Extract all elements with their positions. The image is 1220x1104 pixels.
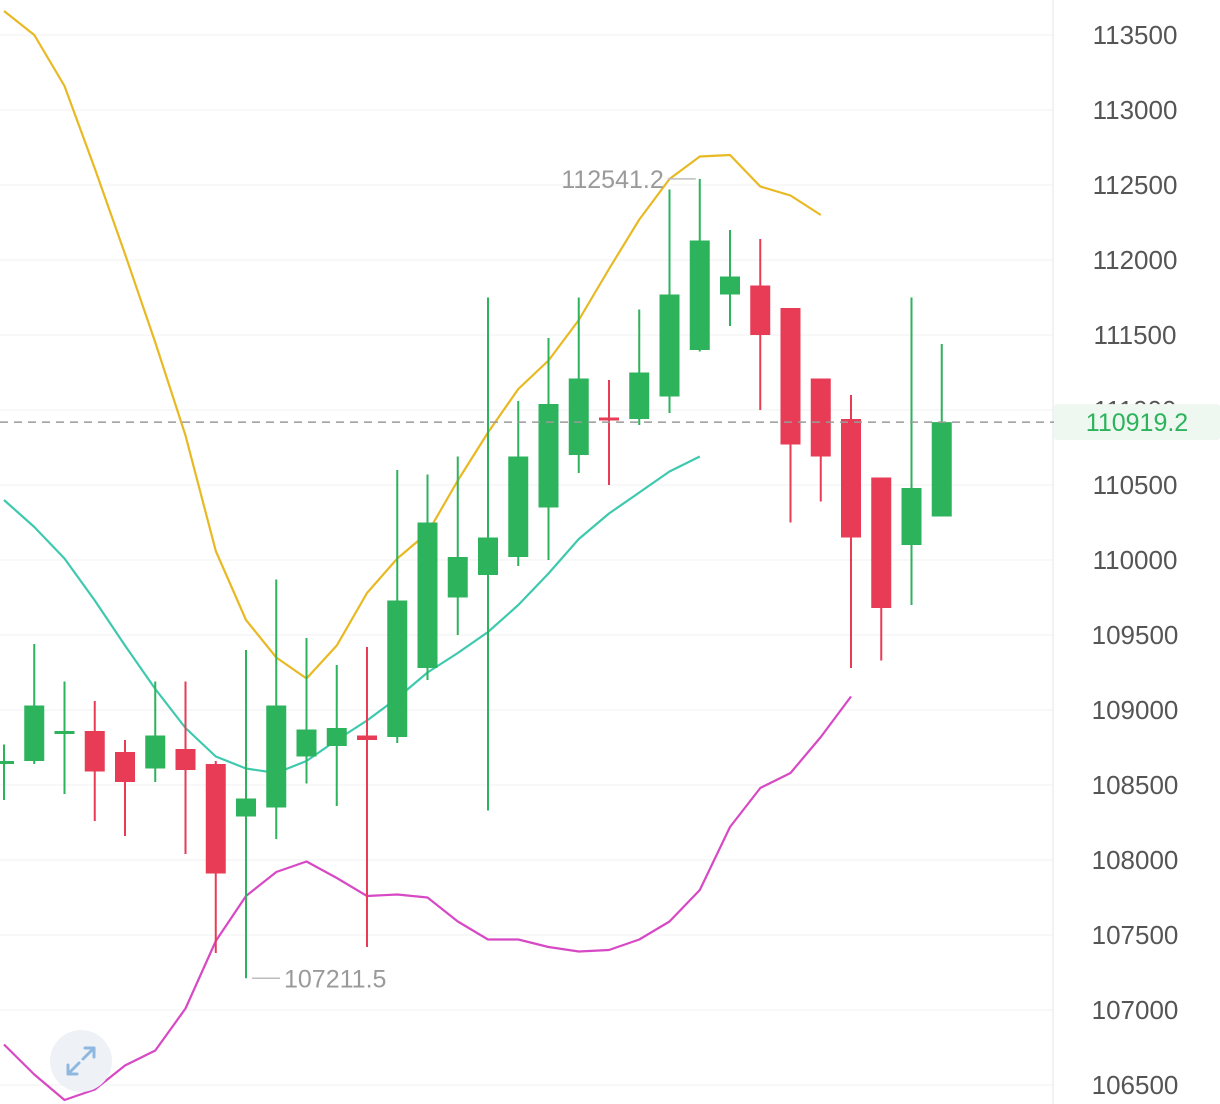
candle [387,470,408,743]
indicator-line [3,10,822,680]
candle [54,681,75,794]
candle-body [266,705,287,808]
candle-body [296,729,317,757]
candle-body [236,798,256,817]
candle [236,650,256,979]
candle [175,681,196,854]
candle [357,647,377,947]
candle [841,395,861,668]
candle [720,230,740,326]
y-tick-label: 110000 [1093,545,1178,575]
candle [145,681,166,782]
candle-body [750,285,771,335]
candle-body [175,749,196,770]
y-tick-label: 112000 [1093,245,1178,275]
min-price-label: 107211.5 [284,965,386,993]
candles [0,178,952,979]
candle-body [901,488,922,545]
candle-body [508,456,529,557]
bollinger-bands [3,10,852,1102]
candle-body [810,378,831,457]
candle [810,378,831,502]
candle-body [780,308,801,445]
candle-body [689,240,710,350]
y-tick-label: 112500 [1093,170,1178,200]
min-price-marker: 107211.5 [252,965,386,993]
candle-body [84,731,105,772]
current-price-label: 110919.2 [1086,409,1188,437]
candle-body [387,600,408,737]
y-tick-label: 106500 [1092,1070,1179,1100]
candle [599,380,619,485]
candle-body [841,419,861,538]
candle-body [357,735,377,740]
candle [629,309,650,425]
indicator-line [3,455,701,775]
max-price-marker: 112541.2 [561,166,696,194]
candle [659,189,680,413]
candle [508,401,529,566]
candle [780,308,801,523]
current-price-tag: 110919.2 [1054,404,1220,441]
y-tick-label: 111500 [1094,320,1177,350]
candle [931,344,952,517]
candle [0,744,14,800]
candle [478,297,498,811]
y-tick-label: 109500 [1092,620,1179,650]
candle-body [871,477,892,608]
y-tick-label: 107500 [1092,920,1179,950]
candle-body [54,731,75,734]
y-tick-label: 113500 [1093,20,1178,50]
candle [417,474,438,680]
y-tick-label: 107000 [1092,995,1179,1025]
candle-body [447,557,468,598]
candle-body [629,372,650,419]
candle-body [145,735,166,769]
candle-body [326,728,347,746]
y-tick-label: 110500 [1093,470,1178,500]
y-tick-label: 109000 [1092,695,1179,725]
y-tick-label: 108000 [1092,845,1179,875]
candle-body [931,422,952,517]
grid-lines [0,34,1053,1086]
candle [538,338,559,560]
candle [115,740,135,836]
expand-chart-button[interactable] [50,1030,112,1092]
candle-body [599,417,619,421]
candle [568,297,589,473]
candle-body [115,752,135,782]
candle [901,297,922,605]
expand-arrows-icon [66,1046,96,1076]
candle [871,477,892,661]
candle-body [568,378,589,455]
candle-body [478,537,498,575]
max-price-label: 112541.2 [561,166,663,194]
indicator-line [3,695,852,1102]
candle [205,761,226,953]
candle-body [659,294,680,397]
candle-body [0,761,14,764]
candle-body [205,764,226,874]
candle-body [417,522,438,668]
candle-body [720,276,740,295]
y-tick-label: 113000 [1093,95,1178,125]
candle [84,701,105,821]
candle [24,644,45,764]
candle [447,456,468,635]
price-axis: 1135001130001125001120001115001110001105… [1092,20,1179,1100]
candle [266,579,287,839]
candle-body [24,705,45,761]
y-tick-label: 108500 [1092,770,1179,800]
candle [689,178,710,352]
candle [326,665,347,806]
candle-body [538,404,559,508]
candle [296,638,317,784]
candle [750,239,771,410]
